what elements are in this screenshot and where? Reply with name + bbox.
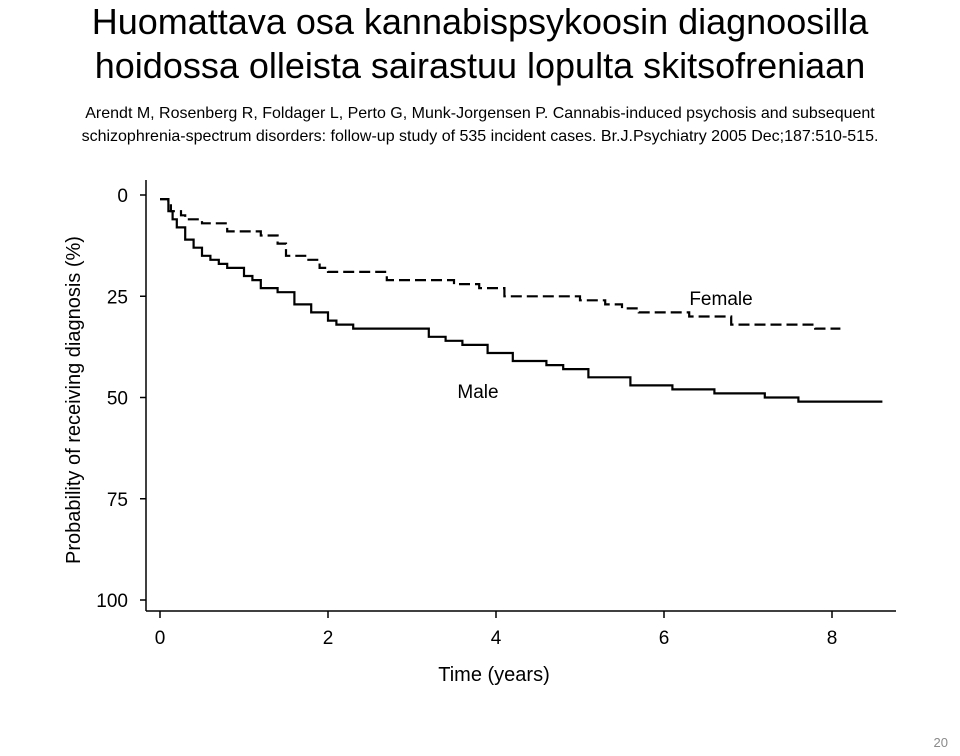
slide-title-line-2: hoidossa olleista sairastuu lopulta skit… — [94, 45, 866, 86]
slide-title-line-1: Huomattava osa kannabispsykoosin diagnoo… — [91, 1, 869, 42]
citation: Arendt M, Rosenberg R, Foldager L, Perto… — [0, 102, 960, 148]
slide-number: 20 — [933, 735, 948, 750]
x-tick-label: 0 — [155, 628, 166, 649]
x-tick-label: 2 — [323, 628, 334, 649]
series-line-female — [160, 198, 841, 330]
slide-title: Huomattava osa kannabispsykoosin diagnoo… — [0, 0, 960, 88]
citation-line-2: schizophrenia-spectrum disorders: follow… — [81, 128, 879, 145]
x-tick-label: 8 — [827, 628, 838, 649]
series-label-female: Female — [689, 289, 752, 310]
y-axis-title: Probability of receiving diagnosis (%) — [63, 236, 85, 564]
y-tick-label: 75 — [107, 490, 128, 511]
y-tick-label: 100 — [96, 591, 128, 612]
y-tick-label: 0 — [117, 186, 128, 207]
y-tick-label: 25 — [107, 287, 128, 308]
x-axis-title: Time (years) — [438, 664, 549, 686]
series-label-male: Male — [457, 382, 498, 403]
x-tick-label: 6 — [659, 628, 670, 649]
x-tick-label: 4 — [491, 628, 502, 649]
citation-line-1: Arendt M, Rosenberg R, Foldager L, Perto… — [85, 105, 875, 122]
series-line-male — [160, 198, 883, 403]
y-tick-label: 50 — [107, 389, 128, 410]
